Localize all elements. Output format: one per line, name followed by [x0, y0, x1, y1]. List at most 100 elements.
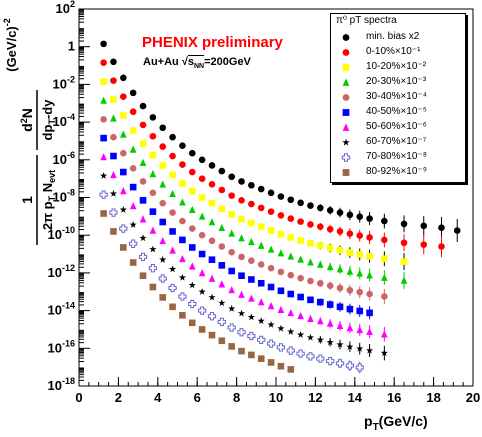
series-40-50- — [100, 134, 373, 320]
legend-item: 80-92%×10⁻⁹ — [331, 165, 465, 180]
data-point — [277, 305, 285, 313]
data-point — [208, 162, 216, 169]
data-point — [228, 192, 235, 199]
data-point — [336, 303, 344, 311]
data-point — [366, 271, 373, 279]
legend-marker — [342, 49, 350, 56]
data-point — [237, 328, 246, 337]
data-point — [307, 240, 314, 247]
data-point — [198, 326, 206, 333]
data-point — [381, 236, 388, 244]
data-point — [149, 208, 157, 215]
data-point — [100, 78, 107, 85]
data-point — [120, 168, 127, 176]
data-point — [208, 181, 216, 188]
legend-label: 50-60%×10⁻⁶ — [366, 121, 427, 132]
data-point — [178, 292, 187, 301]
data-point — [120, 187, 127, 195]
data-point — [307, 277, 314, 285]
data-point — [380, 349, 388, 357]
data-point — [438, 224, 445, 231]
data-point — [257, 317, 265, 325]
y-tick-label: 10-6 — [53, 150, 75, 167]
data-point — [346, 249, 354, 256]
data-point — [257, 204, 265, 212]
data-point — [356, 307, 364, 315]
svg-text:dpT-dy: dpT-dy — [40, 99, 57, 141]
data-point — [336, 228, 344, 235]
data-point — [336, 246, 344, 254]
data-point — [188, 149, 196, 157]
data-point — [267, 264, 275, 272]
data-point — [326, 282, 334, 290]
data-point — [286, 346, 295, 355]
data-point — [168, 283, 177, 293]
legend-label: 80-92%×10⁻⁹ — [366, 166, 427, 177]
data-point — [139, 197, 147, 204]
data-point — [100, 40, 107, 48]
legend-label: 10-20%×10⁻² — [366, 61, 427, 72]
data-point — [100, 59, 107, 67]
data-point — [238, 234, 245, 242]
data-point — [346, 305, 354, 313]
data-point — [208, 199, 216, 207]
data-point — [120, 149, 127, 157]
data-point — [228, 343, 235, 350]
data-point — [257, 241, 265, 249]
data-point — [326, 319, 334, 327]
data-point — [266, 339, 276, 348]
data-point — [287, 196, 295, 204]
y-tick-label: 10-2 — [53, 74, 75, 91]
x-tick-label: 18 — [426, 390, 440, 405]
legend-label: 30-40%×10⁻⁴ — [366, 91, 428, 102]
data-point — [381, 330, 388, 338]
series-70-80- — [99, 190, 364, 374]
data-point — [100, 115, 107, 123]
data-point — [346, 343, 354, 350]
data-point — [267, 301, 275, 310]
data-point — [287, 366, 295, 373]
data-point — [110, 96, 117, 103]
data-point — [149, 226, 157, 234]
data-point — [208, 237, 216, 245]
data-point — [307, 296, 314, 304]
data-point — [218, 280, 226, 288]
data-point — [238, 197, 245, 204]
legend: π⁰ pT spectra min. bias x2 0-10%×10⁻¹ 10-2… — [330, 13, 466, 183]
data-point — [169, 228, 176, 235]
data-point — [267, 359, 275, 366]
data-point — [198, 287, 206, 295]
legend-item: 0-10%×10⁻¹ — [331, 45, 465, 60]
data-point — [355, 363, 364, 372]
x-tick-label: 16 — [387, 390, 401, 405]
data-point — [110, 152, 117, 160]
data-point — [307, 314, 314, 323]
data-point — [179, 254, 186, 263]
data-point — [238, 272, 245, 280]
legend-item: 40-50%×10⁻⁵ — [331, 105, 465, 120]
data-point — [438, 243, 445, 250]
data-point — [129, 239, 138, 248]
data-point — [110, 58, 117, 66]
data-point — [228, 211, 235, 218]
x-tick-label: 12 — [308, 390, 322, 405]
data-point — [138, 252, 148, 262]
data-point — [120, 130, 127, 138]
data-point — [238, 290, 245, 298]
data-point — [317, 242, 324, 249]
data-point — [400, 276, 408, 284]
x-tick-label: 20 — [466, 390, 480, 405]
legend-item: 50-60%×10⁻⁶ — [331, 120, 465, 135]
data-point — [366, 309, 373, 317]
x-tick-label: 4 — [154, 390, 162, 405]
legend-item: 10-20%×10⁻² — [331, 60, 465, 75]
data-point — [420, 241, 428, 248]
data-point — [346, 211, 354, 219]
data-point — [159, 162, 167, 169]
data-point — [297, 237, 304, 244]
data-point — [179, 142, 186, 149]
data-point — [207, 312, 217, 321]
data-point — [238, 178, 245, 185]
x-tick-label: 14 — [348, 390, 363, 405]
y-tick-label: 10-16 — [48, 338, 75, 355]
